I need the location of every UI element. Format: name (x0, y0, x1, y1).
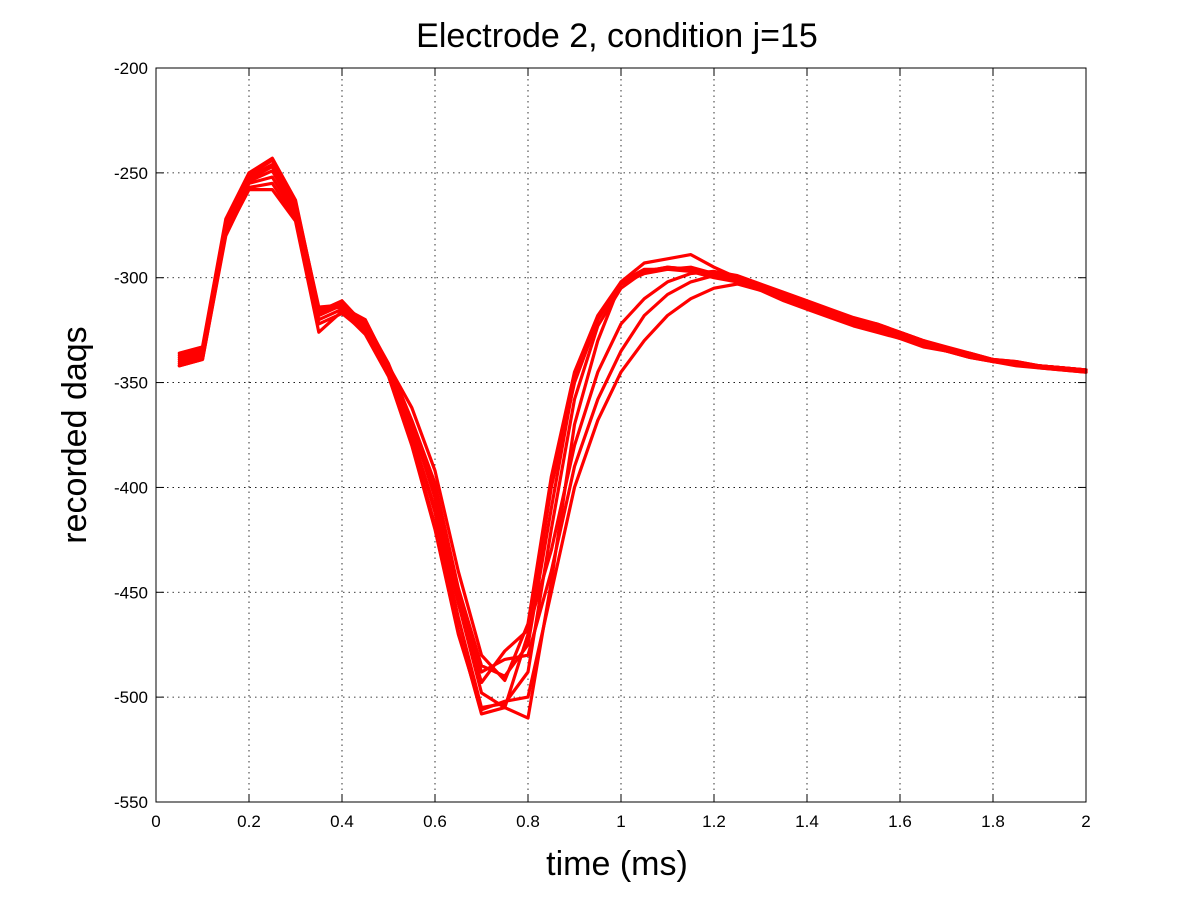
data-traces (177, 156, 1088, 720)
trace-line-1 (177, 156, 1088, 683)
y-tick-label: -450 (114, 583, 148, 602)
x-tick-label: 1.8 (981, 812, 1005, 831)
x-tick-label: 2 (1081, 812, 1090, 831)
trace-line-7 (177, 158, 1088, 678)
y-tick-label: -350 (114, 374, 148, 393)
x-tick-label: 1 (616, 812, 625, 831)
axis-ticks: 0 0.2 0.4 0.6 0.8 1 1.2 1.4 1.6 1.8 2 -200 -250 -300 -… (114, 59, 1091, 831)
y-axis-label: recorded daqs (56, 326, 94, 543)
trace-line-4 (177, 175, 1088, 720)
x-tick-label: 1.4 (795, 812, 819, 831)
x-tick-label: 1.6 (888, 812, 912, 831)
x-axis-label: time (ms) (546, 845, 688, 883)
trace-line-6 (177, 165, 1088, 674)
y-tick-label: -500 (114, 688, 148, 707)
x-tick-label: 0.6 (423, 812, 447, 831)
y-tick-label: -400 (114, 478, 148, 497)
x-tick-label: 1.2 (702, 812, 726, 831)
x-tick-label: 0 (151, 812, 160, 831)
trace-line-3 (177, 169, 1088, 710)
chart-title: Electrode 2, condition j=15 (416, 17, 818, 55)
y-tick-label: -200 (114, 59, 148, 78)
x-tick-label: 0.2 (237, 812, 261, 831)
grid-lines (156, 68, 1086, 802)
x-tick-label: 0.4 (330, 812, 354, 831)
trace-line-5 (177, 181, 1088, 685)
trace-line-2 (177, 162, 1088, 710)
y-tick-label: -300 (114, 269, 148, 288)
x-tick-label: 0.8 (516, 812, 540, 831)
y-tick-label: -550 (114, 793, 148, 812)
trace-line-8 (177, 188, 1088, 712)
y-tick-label: -250 (114, 164, 148, 183)
